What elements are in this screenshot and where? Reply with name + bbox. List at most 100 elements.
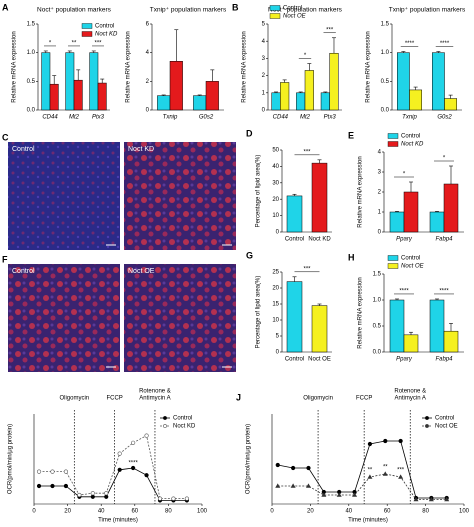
- x-axis-label: Time (minutes): [348, 518, 388, 524]
- y-tick-label: 10: [272, 318, 279, 324]
- y-tick-label: 0.0: [381, 108, 390, 114]
- image-label: Control: [12, 146, 35, 153]
- legend-label: Noct KD: [95, 32, 118, 38]
- marker: [291, 465, 296, 471]
- marker: [305, 483, 311, 488]
- y-tick-label: 50: [272, 148, 279, 154]
- x-tick-label: 100: [197, 509, 208, 515]
- bar: [193, 95, 207, 111]
- marker: [382, 471, 388, 476]
- marker: [144, 433, 149, 438]
- x-tick-label: Control: [285, 357, 304, 363]
- bar: [271, 92, 281, 111]
- bar: [157, 95, 171, 111]
- x-axis-label: Time (minutes): [98, 518, 138, 524]
- micrograph: [124, 142, 236, 250]
- series-line: [277, 473, 447, 500]
- legend-marker: [163, 416, 167, 420]
- marker: [352, 492, 358, 497]
- marker: [398, 438, 403, 444]
- marker: [444, 496, 450, 502]
- significance: *: [304, 53, 307, 59]
- x-tick-label: 40: [345, 509, 352, 515]
- y-tick-label: 4: [262, 39, 266, 45]
- marker: [306, 465, 311, 471]
- panel-letter: A: [2, 2, 9, 12]
- bar: [41, 52, 51, 111]
- significance: ****: [405, 41, 415, 47]
- legend-label: Control: [283, 6, 302, 12]
- marker: [131, 465, 136, 471]
- x-tick-label: Pparγ: [396, 357, 413, 363]
- marker: [104, 494, 109, 499]
- x-tick-label: Fabp4: [435, 357, 453, 363]
- legend-label: Noct OE: [283, 14, 307, 20]
- legend-label: Noct KD: [173, 424, 196, 430]
- y-tick-label: 20: [272, 286, 279, 292]
- legend-label: Control: [173, 416, 192, 422]
- bar: [89, 52, 99, 111]
- bar: [409, 89, 422, 111]
- bar: [443, 183, 459, 233]
- series-line: [39, 467, 187, 501]
- bar: [403, 334, 419, 353]
- bar: [169, 61, 183, 111]
- y-tick-label: 15: [272, 302, 279, 308]
- bar: [296, 92, 306, 111]
- x-tick-label: 80: [422, 509, 429, 515]
- y-tick-label: 5: [276, 334, 280, 340]
- marker: [184, 496, 189, 501]
- significance: **: [383, 465, 388, 471]
- significance: ***: [303, 266, 311, 272]
- marker: [275, 483, 281, 488]
- bar: [65, 52, 75, 111]
- significance: ****: [128, 460, 138, 466]
- y-tick-label: 1.5: [373, 272, 382, 278]
- x-tick-label: CD44: [42, 115, 58, 121]
- bar: [389, 211, 405, 233]
- y-tick-label: 10: [272, 213, 279, 219]
- marker: [367, 441, 373, 447]
- x-tick-label: Mt2: [69, 115, 80, 121]
- x-tick-label: Txnip: [402, 115, 417, 121]
- legend-marker: [425, 416, 429, 420]
- y-tick-label: 0.0: [373, 350, 382, 356]
- bar: [429, 299, 445, 353]
- y-tick-label: 2: [262, 73, 266, 79]
- y-tick-label: 0: [262, 108, 266, 114]
- significance: ***: [326, 27, 334, 33]
- significance: **: [72, 41, 77, 47]
- subplot-title: Noct⁺ population markers: [268, 7, 343, 14]
- significance: ***: [94, 41, 102, 47]
- marker: [428, 496, 434, 502]
- y-tick-label: 0: [276, 350, 280, 356]
- bar: [311, 305, 328, 353]
- series-line: [39, 434, 187, 500]
- panel-letter: D: [246, 128, 253, 138]
- legend-label: Control: [95, 24, 114, 30]
- marker: [413, 496, 419, 502]
- bar: [280, 82, 290, 111]
- marker: [50, 483, 55, 489]
- marker: [90, 494, 95, 499]
- marker: [63, 483, 69, 489]
- marker: [131, 440, 136, 445]
- y-tick-label: 1.5: [27, 22, 36, 28]
- y-axis-label: Relative mRNA expression: [12, 31, 18, 102]
- bar: [429, 211, 445, 233]
- y-tick-label: 0: [146, 108, 150, 114]
- bar: [286, 281, 303, 353]
- y-axis-label: Relative mRNA expression: [366, 31, 372, 102]
- legend-swatch: [81, 23, 93, 29]
- legend-swatch: [387, 133, 399, 139]
- x-tick-label: G0s2: [199, 115, 214, 121]
- legend-label: Noct OE: [435, 424, 458, 430]
- bar: [432, 52, 445, 111]
- y-axis-label: Relative mRNA expression: [126, 31, 132, 102]
- legend-swatch: [269, 13, 281, 19]
- y-tick-label: 1.0: [27, 50, 36, 56]
- y-tick-label: 0.5: [27, 79, 36, 85]
- y-tick-label: 25: [272, 270, 279, 276]
- panel-letter: C: [2, 132, 9, 142]
- panel-letter: E: [348, 130, 354, 140]
